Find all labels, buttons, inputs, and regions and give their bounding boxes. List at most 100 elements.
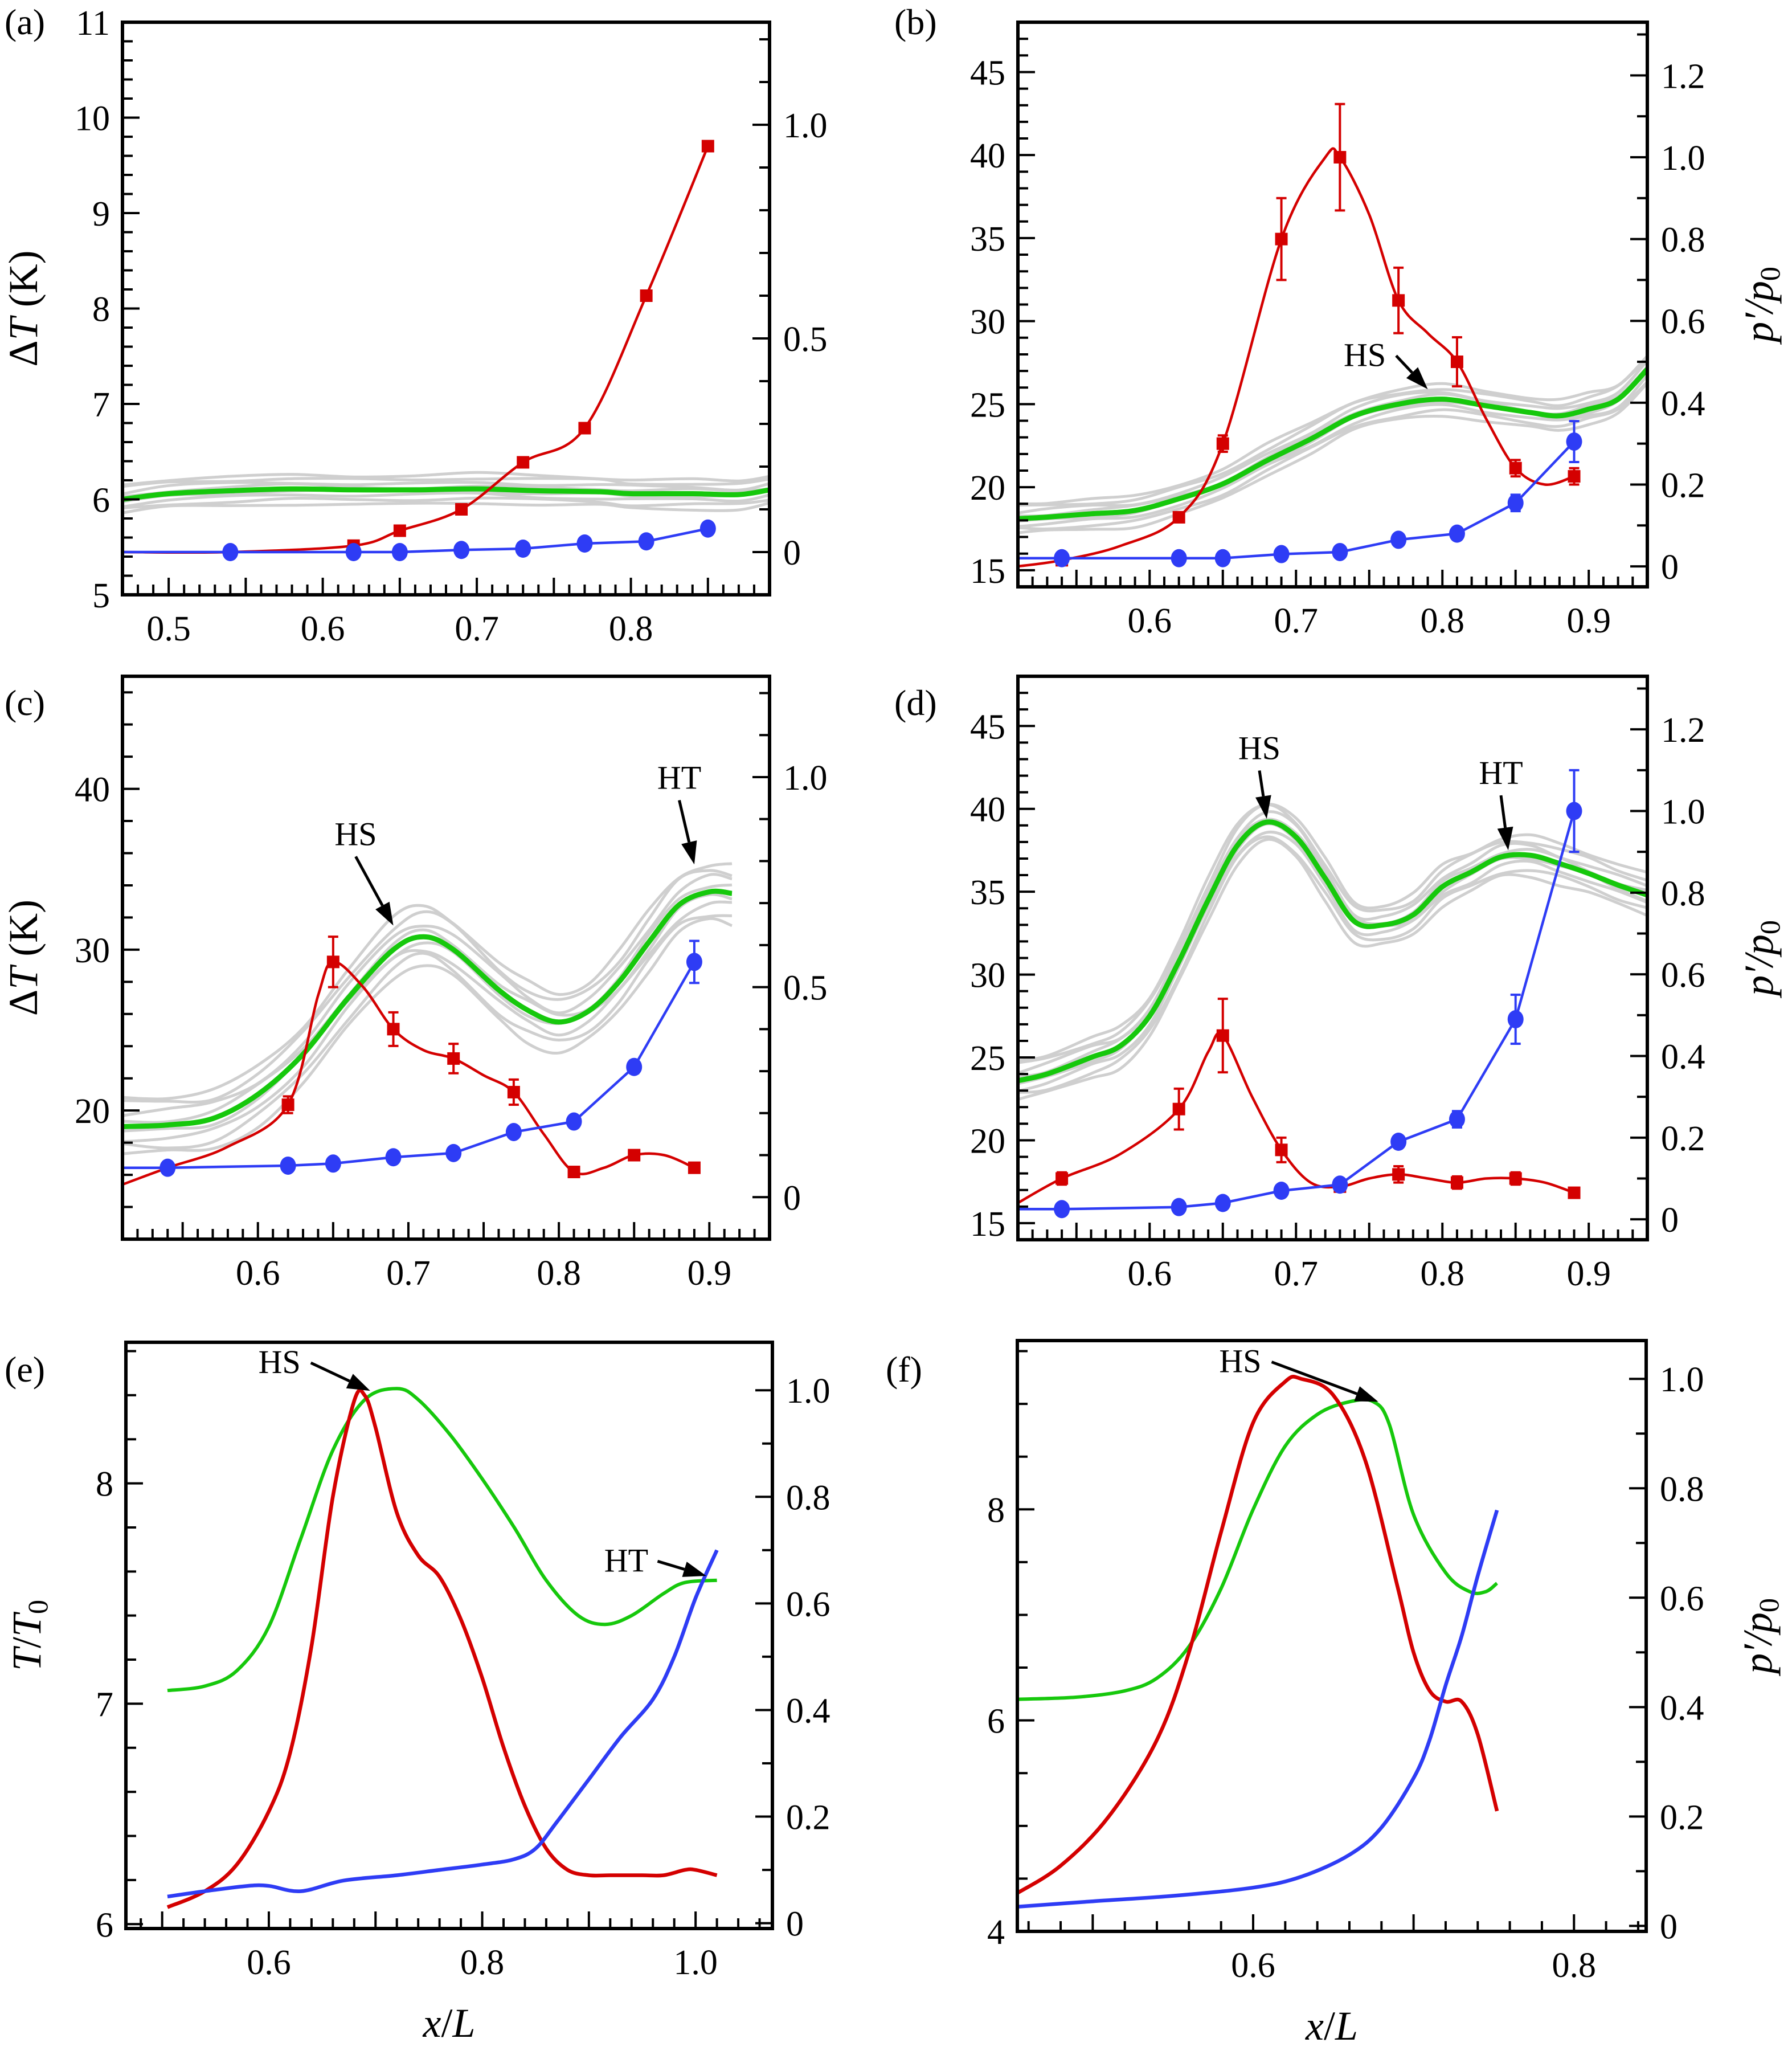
blue-circle-marker bbox=[1390, 1133, 1407, 1151]
arrow-head-icon bbox=[1354, 1386, 1378, 1402]
temperature-run-line bbox=[1018, 382, 1647, 534]
red-square-marker bbox=[1392, 1168, 1405, 1181]
y-right-tick-label: 0.2 bbox=[1661, 466, 1705, 505]
x-tick-label: 0.7 bbox=[386, 1254, 431, 1293]
annotation-ht: HT bbox=[604, 1542, 648, 1579]
y-right-tick-label: 0.8 bbox=[1661, 875, 1705, 913]
y-right-tick-label: 1.0 bbox=[1660, 1361, 1704, 1399]
temperature-run-line bbox=[1018, 803, 1647, 1063]
red-square-marker bbox=[447, 1052, 460, 1065]
y-left-tick-label: 6 bbox=[92, 481, 110, 520]
annotation-arrow bbox=[678, 800, 691, 843]
blue-circle-marker bbox=[1273, 545, 1290, 563]
red-square-marker bbox=[1216, 437, 1229, 450]
y-right-tick-label: 1.0 bbox=[783, 107, 828, 145]
red-square-marker bbox=[1172, 1102, 1185, 1116]
y-left-tick-label: 7 bbox=[92, 386, 110, 424]
panel-b: (b) 0.6 0.7 0.8 0.9 15 20 25 30 35 40 45 0 0.2 0.4 0.6 0… bbox=[894, 2, 1786, 640]
blue-circle-marker bbox=[391, 543, 408, 561]
blue-circle-marker bbox=[222, 543, 239, 561]
y-right-tick-label: 0.8 bbox=[1660, 1470, 1704, 1509]
y-left-tick-label: 35 bbox=[970, 873, 1005, 912]
x-tick-label: 0.9 bbox=[1566, 1255, 1611, 1293]
blue-circle-marker bbox=[1566, 802, 1582, 820]
x-tick-label: 0.6 bbox=[1231, 1946, 1275, 1985]
axis-frame bbox=[124, 1341, 774, 1930]
panel-e: (e) 0.6 0.8 1.0 6 7 8 0 0.2 0.4 0.6 0.8 1.0 T/T0 x/L HS… bbox=[4, 1341, 830, 2046]
red-square-marker bbox=[578, 422, 591, 435]
y-right-tick-label: 0.4 bbox=[1660, 1689, 1704, 1727]
plot-area bbox=[1018, 147, 1647, 568]
red-square-marker bbox=[326, 955, 339, 969]
red-square-marker bbox=[517, 456, 530, 469]
arrow-head-icon bbox=[375, 901, 394, 926]
pressure-blue-line bbox=[1018, 810, 1576, 1211]
x-tick-label: 0.8 bbox=[537, 1254, 581, 1293]
panel-label: (a) bbox=[5, 2, 45, 42]
y-left-tick-label: 8 bbox=[92, 291, 110, 329]
panel-f: (f) 0.6 0.8 4 6 8 0 0.2 0.4 0.6 0.8 1.0 p′/p0 x/L HS bbox=[886, 1339, 1785, 2049]
red-square-marker bbox=[1333, 150, 1347, 164]
pressure-red-line bbox=[1018, 1032, 1575, 1204]
pressure-blue-line bbox=[122, 527, 709, 554]
axis-frame bbox=[1016, 1339, 1648, 1933]
x-tick-label: 0.6 bbox=[301, 610, 345, 648]
x-tick-label: 0.8 bbox=[1420, 1255, 1464, 1293]
y-right-tick-label: 0 bbox=[783, 534, 801, 573]
blue-circle-marker bbox=[505, 1122, 522, 1141]
y-right-tick-label: 1.0 bbox=[783, 759, 828, 798]
annotation-hs: HS bbox=[1219, 1343, 1261, 1380]
temperature-run-line bbox=[122, 900, 733, 1143]
blue-circle-marker bbox=[325, 1154, 341, 1173]
blue-circle-marker bbox=[515, 540, 531, 558]
x-tick-label: 0.6 bbox=[236, 1254, 280, 1293]
arrow-head-icon bbox=[1255, 795, 1271, 819]
y-right-tick-label: 0.4 bbox=[786, 1692, 830, 1730]
y-right-tick-label: 1.0 bbox=[1661, 139, 1705, 178]
x-tick-label: 0.7 bbox=[1274, 602, 1319, 640]
annotation-arrow bbox=[354, 856, 384, 906]
x-tick-label: 0.6 bbox=[1128, 602, 1172, 640]
blue-circle-marker bbox=[626, 1057, 643, 1076]
red-square-marker bbox=[567, 1166, 580, 1179]
y-right-tick-label: 1.2 bbox=[1661, 57, 1705, 96]
x-tick-label: 0.6 bbox=[1128, 1255, 1172, 1293]
temperature-line bbox=[122, 888, 733, 1129]
y-left-tick-label: 35 bbox=[970, 220, 1005, 259]
y-left-axis-title: ΔT (K) bbox=[1, 250, 46, 366]
temperature-run-line bbox=[1018, 830, 1647, 1093]
temperature-line bbox=[1018, 367, 1647, 521]
annotation-arrow bbox=[310, 1361, 350, 1383]
red-square-marker bbox=[1055, 1172, 1069, 1185]
panel-d: (d) 0.6 0.7 0.8 0.9 15 20 25 30 35 40 45 0 0.2 0.4 0.6 0… bbox=[894, 675, 1786, 1293]
y-right-tick-label: 1.0 bbox=[786, 1372, 830, 1411]
temperature-run-line bbox=[122, 883, 733, 1124]
x-tick-label: 0.7 bbox=[455, 610, 499, 648]
red-square-marker bbox=[1172, 510, 1185, 524]
y-left-tick-label: 11 bbox=[76, 4, 110, 43]
temperature-run-line bbox=[1018, 355, 1647, 505]
red-square-marker bbox=[1450, 356, 1463, 369]
red-square-marker bbox=[1392, 294, 1405, 307]
blue-circle-marker bbox=[699, 519, 716, 538]
y-left-tick-label: 15 bbox=[970, 552, 1005, 591]
blue-circle-marker bbox=[686, 953, 702, 971]
arrow-head-icon bbox=[681, 840, 697, 865]
red-square-marker bbox=[393, 524, 406, 537]
blue-circle-marker bbox=[1054, 549, 1070, 567]
y-right-tick-label: 0.5 bbox=[783, 969, 828, 1008]
red-square-marker bbox=[628, 1149, 641, 1162]
red-square-marker bbox=[507, 1085, 520, 1098]
blue-circle-marker bbox=[445, 1143, 462, 1162]
blue-circle-marker bbox=[576, 534, 593, 553]
red-square-marker bbox=[701, 140, 714, 153]
axis-frame bbox=[1016, 675, 1649, 1241]
blue-circle-marker bbox=[453, 541, 470, 559]
y-right-tick-label: 0.6 bbox=[1660, 1579, 1704, 1618]
annotation-arrow bbox=[1271, 1361, 1358, 1395]
y-left-tick-label: 20 bbox=[970, 469, 1005, 508]
y-left-tick-label: 8 bbox=[96, 1465, 113, 1504]
y-left-tick-label: 6 bbox=[987, 1702, 1005, 1741]
y-right-tick-label: 0.6 bbox=[1661, 303, 1705, 341]
temperature-run-line bbox=[1018, 835, 1647, 1094]
